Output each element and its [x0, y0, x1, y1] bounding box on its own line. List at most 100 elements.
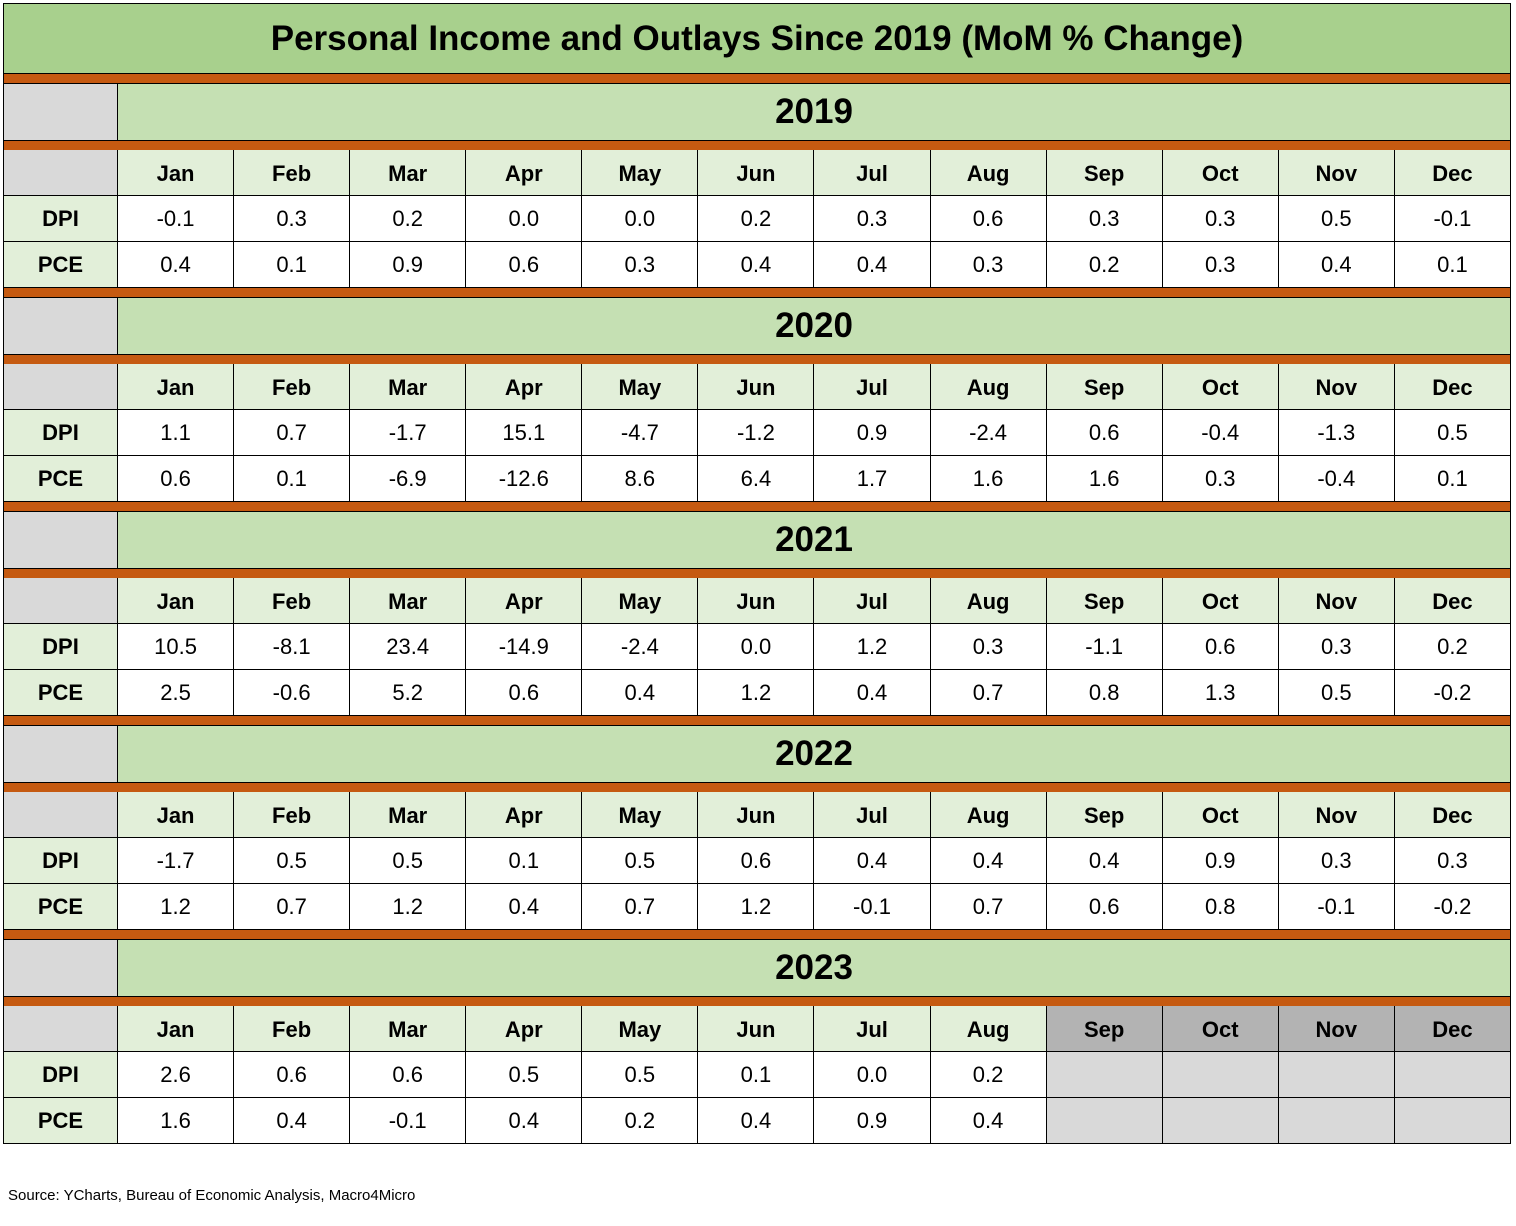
table-title: Personal Income and Outlays Since 2019 (…: [3, 3, 1511, 74]
data-cell: 1.2: [350, 884, 467, 930]
data-cell: [1046, 1052, 1163, 1098]
data-cell: 0.1: [698, 1052, 815, 1098]
data-cell: 0.4: [814, 242, 931, 288]
data-cell: [1046, 1098, 1163, 1144]
data-cell: 1.2: [698, 884, 815, 930]
data-cell: [1162, 1052, 1279, 1098]
row-label: DPI: [3, 1052, 118, 1098]
corner-cell: [3, 364, 118, 410]
separator-bar: [3, 716, 1511, 725]
data-cell: 0.2: [350, 196, 467, 242]
separator-bar: [3, 997, 1511, 1006]
data-cell: -12.6: [466, 456, 583, 502]
year-label: 2020: [118, 297, 1511, 355]
data-cell: -1.1: [1046, 624, 1163, 670]
data-cell: -0.1: [814, 884, 931, 930]
corner-cell: [3, 725, 118, 783]
data-cell: 0.1: [466, 838, 583, 884]
data-cell: 0.6: [930, 196, 1047, 242]
month-header: Oct: [1162, 150, 1279, 196]
separator-bar: [3, 569, 1511, 578]
data-cell: 0.9: [814, 410, 931, 456]
month-header-row: Jan Feb Mar Apr May Jun Jul Aug Sep Oct Nov Dec: [3, 364, 1511, 410]
data-cell: 0.0: [466, 196, 583, 242]
data-cell: 0.0: [582, 196, 699, 242]
year-row: 2023: [3, 939, 1511, 997]
data-cell: -0.2: [1394, 670, 1511, 716]
data-cell: 23.4: [350, 624, 467, 670]
year-row: 2019: [3, 83, 1511, 141]
month-header: Dec: [1394, 578, 1511, 624]
data-cell: 0.6: [466, 242, 583, 288]
year-block-2022: 2022 Jan Feb Mar Apr May Jun Jul Aug Sep Oct Nov Dec…: [3, 716, 1511, 930]
month-header: Jun: [698, 364, 815, 410]
year-label: 2021: [118, 511, 1511, 569]
data-cell: 15.1: [466, 410, 583, 456]
data-cell: 0.7: [234, 884, 351, 930]
year-label: 2023: [118, 939, 1511, 997]
month-header: Jun: [698, 150, 815, 196]
month-header: Apr: [466, 792, 583, 838]
table-row: DPI 2.6 0.6 0.6 0.5 0.5 0.1 0.0 0.2: [3, 1052, 1511, 1098]
month-header: May: [582, 150, 699, 196]
data-cell: [1278, 1098, 1395, 1144]
month-header: Jul: [814, 578, 931, 624]
separator-bar: [3, 288, 1511, 297]
data-cell: 0.9: [1162, 838, 1279, 884]
data-cell: 0.4: [698, 242, 815, 288]
data-cell: 0.4: [698, 1098, 815, 1144]
data-cell: -1.2: [698, 410, 815, 456]
data-cell: 0.6: [118, 456, 235, 502]
separator-bar: [3, 74, 1511, 83]
data-cell: 2.5: [118, 670, 235, 716]
year-row: 2020: [3, 297, 1511, 355]
data-cell: -0.1: [1278, 884, 1395, 930]
data-cell: 0.6: [698, 838, 815, 884]
data-cell: 0.9: [350, 242, 467, 288]
data-cell: 0.5: [350, 838, 467, 884]
month-header: Oct: [1162, 792, 1279, 838]
data-cell: -4.7: [582, 410, 699, 456]
month-header: Feb: [234, 578, 351, 624]
month-header: Jun: [698, 792, 815, 838]
data-cell: -0.1: [118, 196, 235, 242]
month-header: Apr: [466, 364, 583, 410]
data-cell: 1.6: [118, 1098, 235, 1144]
data-cell: 1.6: [930, 456, 1047, 502]
data-cell: 0.5: [582, 1052, 699, 1098]
corner-cell: [3, 1006, 118, 1052]
data-cell: -0.1: [1394, 196, 1511, 242]
data-cell: [1394, 1052, 1511, 1098]
data-cell: -0.4: [1162, 410, 1279, 456]
data-cell: 0.3: [1162, 196, 1279, 242]
month-header: Jan: [118, 792, 235, 838]
separator-bar: [3, 783, 1511, 792]
month-header: Apr: [466, 578, 583, 624]
data-cell: 0.3: [1162, 242, 1279, 288]
data-cell: -0.1: [350, 1098, 467, 1144]
data-cell: 0.2: [1046, 242, 1163, 288]
table-row: DPI 10.5 -8.1 23.4 -14.9 -2.4 0.0 1.2 0.3 -1.1 0.6…: [3, 624, 1511, 670]
month-header: Oct: [1162, 364, 1279, 410]
month-header-row: Jan Feb Mar Apr May Jun Jul Aug Sep Oct Nov Dec: [3, 578, 1511, 624]
month-header: Sep: [1046, 792, 1163, 838]
source-note: Source: YCharts, Bureau of Economic Anal…: [8, 1187, 416, 1204]
year-block-2020: 2020 Jan Feb Mar Apr May Jun Jul Aug Sep Oct Nov Dec…: [3, 288, 1511, 502]
data-cell: 0.1: [234, 242, 351, 288]
data-cell: 0.1: [1394, 242, 1511, 288]
data-cell: -2.4: [930, 410, 1047, 456]
row-label: PCE: [3, 456, 118, 502]
month-header: Jan: [118, 578, 235, 624]
month-header: Sep: [1046, 364, 1163, 410]
month-header: Jun: [698, 1006, 815, 1052]
data-cell: 0.6: [1162, 624, 1279, 670]
month-header: May: [582, 1006, 699, 1052]
data-cell: 0.0: [814, 1052, 931, 1098]
data-cell: 0.5: [466, 1052, 583, 1098]
data-cell: 0.5: [1278, 196, 1395, 242]
month-header: Nov: [1278, 792, 1395, 838]
corner-cell: [3, 297, 118, 355]
data-cell: 0.4: [814, 670, 931, 716]
month-header: Oct: [1162, 1006, 1279, 1052]
data-cell: 0.3: [1278, 624, 1395, 670]
